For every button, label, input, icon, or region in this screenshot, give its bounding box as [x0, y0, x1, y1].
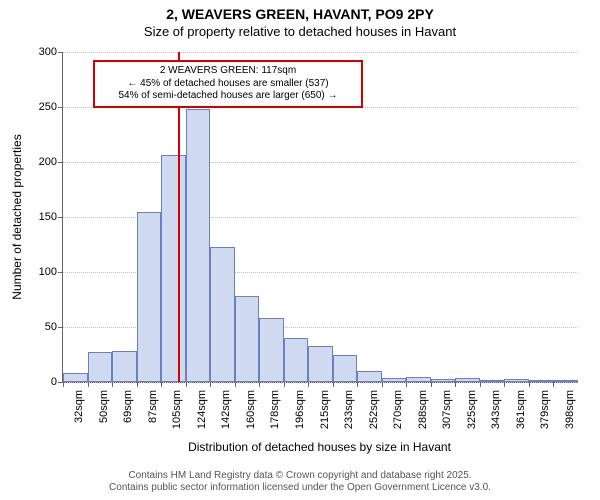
- annotation-line: ← 45% of detached houses are smaller (53…: [101, 78, 355, 91]
- histogram-bar: [357, 371, 382, 382]
- histogram-bar: [259, 318, 284, 382]
- x-tick-label: 307sqm: [441, 390, 453, 429]
- x-tick-label: 124sqm: [196, 390, 208, 429]
- x-tick-mark: [333, 382, 334, 387]
- footer-line: Contains public sector information licen…: [0, 482, 600, 494]
- grid-line: [63, 52, 578, 53]
- x-axis-title: Distribution of detached houses by size …: [188, 440, 451, 454]
- chart-title-sub: Size of property relative to detached ho…: [0, 24, 600, 40]
- y-tick-label: 50: [45, 321, 63, 333]
- x-tick-label: 105sqm: [171, 390, 183, 429]
- annotation-line: 2 WEAVERS GREEN: 117sqm: [101, 65, 355, 78]
- chart-title-block: 2, WEAVERS GREEN, HAVANT, PO9 2PY Size o…: [0, 0, 600, 40]
- y-tick-label: 250: [39, 101, 63, 113]
- x-tick-mark: [161, 382, 162, 387]
- histogram-bar: [504, 379, 529, 382]
- x-tick-mark: [137, 382, 138, 387]
- y-tick-label: 150: [39, 211, 63, 223]
- x-tick-label: 160sqm: [245, 390, 257, 429]
- x-tick-label: 361sqm: [515, 390, 527, 429]
- x-tick-mark: [308, 382, 309, 387]
- x-tick-label: 288sqm: [417, 390, 429, 429]
- histogram-bar: [63, 373, 88, 382]
- y-tick-label: 200: [39, 156, 63, 168]
- x-tick-label: 196sqm: [294, 390, 306, 429]
- x-tick-mark: [431, 382, 432, 387]
- y-tick-label: 0: [51, 376, 63, 388]
- histogram-bar: [553, 380, 578, 382]
- x-tick-mark: [455, 382, 456, 387]
- histogram-bar: [529, 380, 554, 382]
- y-tick-label: 300: [39, 46, 63, 58]
- x-tick-mark: [480, 382, 481, 387]
- x-tick-label: 215sqm: [319, 390, 331, 429]
- chart-container: 2, WEAVERS GREEN, HAVANT, PO9 2PY Size o…: [0, 0, 600, 500]
- histogram-bar: [480, 380, 505, 382]
- x-tick-mark: [88, 382, 89, 387]
- histogram-bar: [284, 338, 309, 382]
- y-axis-title: Number of detached properties: [10, 134, 24, 299]
- histogram-bar: [431, 379, 456, 382]
- x-tick-mark: [504, 382, 505, 387]
- x-tick-mark: [357, 382, 358, 387]
- x-tick-label: 50sqm: [98, 390, 110, 423]
- x-tick-label: 379sqm: [539, 390, 551, 429]
- annotation-line: 54% of semi-detached houses are larger (…: [101, 90, 355, 103]
- x-tick-label: 32sqm: [73, 390, 85, 423]
- x-tick-label: 325sqm: [466, 390, 478, 429]
- x-tick-mark: [529, 382, 530, 387]
- histogram-bar: [161, 155, 186, 382]
- histogram-bar: [333, 355, 358, 383]
- grid-line: [63, 382, 578, 383]
- chart-title-main: 2, WEAVERS GREEN, HAVANT, PO9 2PY: [0, 6, 600, 24]
- x-tick-label: 343sqm: [490, 390, 502, 429]
- x-tick-label: 270sqm: [392, 390, 404, 429]
- footer-line: Contains HM Land Registry data © Crown c…: [0, 470, 600, 482]
- footer-attribution: Contains HM Land Registry data © Crown c…: [0, 470, 600, 494]
- y-tick-label: 100: [39, 266, 63, 278]
- x-tick-label: 87sqm: [147, 390, 159, 423]
- x-tick-mark: [235, 382, 236, 387]
- x-tick-mark: [284, 382, 285, 387]
- x-tick-mark: [210, 382, 211, 387]
- histogram-bar: [235, 296, 260, 382]
- x-tick-mark: [63, 382, 64, 387]
- x-tick-label: 69sqm: [122, 390, 134, 423]
- x-tick-mark: [553, 382, 554, 387]
- annotation-box: 2 WEAVERS GREEN: 117sqm← 45% of detached…: [93, 60, 363, 108]
- histogram-bar: [406, 377, 431, 383]
- histogram-bar: [210, 247, 235, 382]
- x-tick-label: 398sqm: [564, 390, 576, 429]
- x-tick-mark: [406, 382, 407, 387]
- plot-area: 05010015020025030032sqm50sqm69sqm87sqm10…: [62, 52, 578, 383]
- x-tick-label: 233sqm: [343, 390, 355, 429]
- x-tick-label: 252sqm: [368, 390, 380, 429]
- histogram-bar: [137, 212, 162, 383]
- histogram-bar: [186, 109, 211, 382]
- grid-line: [63, 162, 578, 163]
- x-tick-label: 178sqm: [269, 390, 281, 429]
- x-tick-mark: [186, 382, 187, 387]
- x-tick-mark: [382, 382, 383, 387]
- histogram-bar: [112, 351, 137, 382]
- x-tick-mark: [259, 382, 260, 387]
- histogram-bar: [88, 352, 113, 382]
- x-tick-mark: [112, 382, 113, 387]
- histogram-bar: [382, 378, 407, 382]
- x-tick-label: 142sqm: [220, 390, 232, 429]
- histogram-bar: [308, 346, 333, 382]
- histogram-bar: [455, 378, 480, 382]
